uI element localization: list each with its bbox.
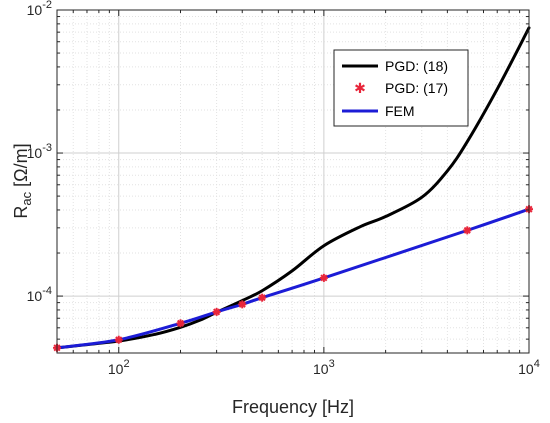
y-axis-label-base: R xyxy=(11,206,31,219)
series-marker-pgd-17 xyxy=(176,319,185,328)
x-tick-label-exponent: 4 xyxy=(534,358,540,370)
marker-stroke xyxy=(258,294,266,302)
series-line-fem xyxy=(55,207,531,350)
y-tick-label-exponent: -4 xyxy=(42,285,52,297)
legend: PGD: (18) ✱ PGD: (17) FEM xyxy=(333,49,469,127)
marker-stroke xyxy=(213,308,221,316)
series-marker-pgd-17 xyxy=(212,307,221,316)
y-tick-label-base: 10 xyxy=(27,145,43,161)
x-tick-label-exponent: 2 xyxy=(123,358,129,370)
legend-label-fem: FEM xyxy=(385,103,415,119)
axis-ticks xyxy=(56,9,530,354)
legend-label-pgd-18: PGD: (18) xyxy=(385,58,448,74)
plot-frame xyxy=(56,9,530,354)
legend-marker-pgd-17: ✱ xyxy=(354,81,366,97)
y-tick-label: 10-4 xyxy=(27,285,52,304)
x-tick-label-exponent: 3 xyxy=(329,358,335,370)
y-tick-label: 10-3 xyxy=(27,142,52,161)
series-marker-pgd-17 xyxy=(319,273,328,282)
x-tick-label: 102 xyxy=(108,358,130,377)
x-tick-label-base: 10 xyxy=(313,361,329,377)
y-tick-label-base: 10 xyxy=(27,288,43,304)
x-axis-label: Frequency [Hz] xyxy=(232,397,354,417)
marker-stroke xyxy=(238,300,246,308)
x-tick-label: 103 xyxy=(313,358,335,377)
y-tick-label-exponent: -2 xyxy=(42,0,52,11)
y-tick-label-exponent: -3 xyxy=(42,142,52,154)
x-tick-label: 104 xyxy=(518,358,540,377)
marker-stroke xyxy=(463,226,471,234)
legend-label-pgd-17: PGD: (17) xyxy=(385,80,448,96)
y-axis-label-sub: ac xyxy=(19,191,34,205)
x-tick-label-base: 10 xyxy=(518,361,534,377)
series-marker-pgd-17 xyxy=(258,293,267,302)
marker-stroke xyxy=(115,336,123,344)
series-line-pgd-18 xyxy=(55,26,531,350)
y-axis-label: Rac [Ω/m] xyxy=(11,143,34,218)
x-tick-label-base: 10 xyxy=(108,361,124,377)
series-marker-pgd-17 xyxy=(463,226,472,235)
marker-stroke xyxy=(320,274,328,282)
series-marker-pgd-17 xyxy=(114,335,123,344)
marker-stroke xyxy=(176,319,185,327)
series-marker-pgd-17 xyxy=(238,300,247,309)
legend-box xyxy=(333,49,469,127)
y-tick-label: 10-2 xyxy=(27,0,52,18)
series-layer xyxy=(53,26,533,352)
y-axis-label-unit: [Ω/m] xyxy=(11,143,31,191)
y-tick-label-base: 10 xyxy=(27,2,43,18)
